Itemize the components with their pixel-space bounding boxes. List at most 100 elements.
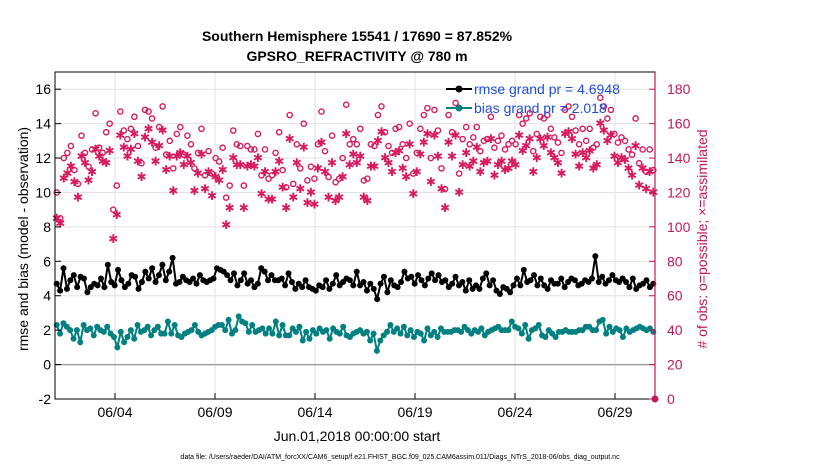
rmse-point [558, 275, 565, 282]
obs-possible-point [222, 194, 230, 201]
obs-possible-point [438, 165, 445, 172]
obs-possible-point [219, 144, 226, 152]
obs-possible-point [138, 159, 145, 167]
obs-possible-point [494, 137, 502, 145]
obs-possible-point [116, 108, 124, 115]
rmse-point [353, 268, 360, 275]
bias-point [131, 335, 138, 342]
obs-possible-point [388, 149, 396, 157]
obs-possible-point [512, 140, 519, 148]
y-left-tick-label: 4 [43, 288, 51, 304]
rmse-point [261, 268, 268, 275]
rmse-point [241, 270, 248, 277]
y-left-tick-label: 14 [35, 116, 51, 132]
rmse-point [496, 291, 503, 298]
bias-point [370, 330, 377, 337]
rmse-point [609, 272, 616, 279]
bias-point [134, 321, 141, 328]
obs-possible-point [194, 149, 202, 157]
bias-point [114, 344, 121, 351]
obs-possible-point [498, 132, 505, 139]
obs-possible-point [314, 140, 322, 148]
bias-point [100, 328, 107, 335]
rmse-point [517, 282, 524, 289]
y-right-tick-label: 20 [667, 357, 683, 373]
obs-possible-point [491, 144, 498, 152]
bias-point [394, 325, 401, 332]
obs-possible-point [113, 182, 121, 189]
rmse-point [571, 277, 578, 284]
obs-possible-point [176, 123, 184, 131]
obs-assimilated-point: ✱ [316, 136, 326, 150]
obs-assimilated-point: ✱ [161, 163, 171, 177]
y-left-tick-label: 12 [35, 150, 51, 166]
bias-point [387, 321, 394, 328]
rmse-point [115, 266, 122, 273]
obs-possible-point [604, 115, 611, 122]
obs-assimilated-point: ✱ [278, 180, 288, 194]
obs-assimilated-point: ✱ [91, 142, 101, 156]
bias-point [272, 318, 279, 325]
obs-assimilated-point: ✱ [186, 156, 196, 170]
obs-possible-point [339, 154, 346, 162]
obs-assimilated-point: ✱ [440, 201, 450, 215]
obs-assimilated-point: ✱ [376, 125, 386, 139]
obs-possible-point [381, 128, 389, 136]
bias-point [191, 321, 198, 328]
bias-point [225, 316, 232, 323]
y-axis-left-label: rmse and bias (model - observation) [15, 127, 31, 351]
bias-point [326, 335, 333, 342]
rmse-point [534, 282, 541, 289]
obs-possible-point [169, 165, 177, 172]
footnote: data file: /Users/raeder/DAI/ATM_forcXX/… [180, 454, 620, 461]
obs-possible-point [261, 146, 269, 153]
obs-possible-point [173, 130, 181, 138]
obs-assimilated-point: ✱ [415, 148, 425, 162]
rmse-point [254, 280, 261, 287]
obs-assimilated-point: ✱ [52, 211, 62, 225]
obs-assimilated-point: ✱ [334, 191, 344, 205]
obs-assimilated-point: ✱ [309, 198, 319, 212]
rmse-point [599, 273, 606, 280]
rmse-point [234, 282, 241, 289]
bias-point [373, 347, 380, 354]
obs-assimilated-point: ✱ [634, 179, 644, 193]
rmse-point [626, 284, 633, 291]
obs-assimilated-point: ✱ [80, 156, 90, 170]
obs-assimilated-point: ✱ [256, 187, 266, 201]
obs-possible-point [378, 103, 385, 110]
obs-possible-point [254, 130, 262, 138]
bias-point [478, 325, 485, 332]
bias-point [384, 328, 391, 335]
obs-possible-point [575, 140, 583, 148]
bias-point [599, 316, 606, 323]
obs-possible-point [480, 137, 488, 145]
obs-assimilated-point: ✱ [574, 160, 584, 174]
bias-point [552, 334, 559, 341]
obs-possible-point [127, 125, 135, 133]
obs-assimilated-point: ✱ [327, 156, 337, 170]
bias-point [593, 327, 600, 334]
rmse-point [237, 277, 244, 284]
bias-point [266, 325, 273, 332]
obs-possible-point [596, 94, 604, 102]
rmse-point [588, 275, 595, 282]
obs-assimilated-point: ✱ [528, 165, 538, 179]
y-left-tick-label: 16 [35, 81, 51, 97]
obs-assimilated-point: ✱ [429, 129, 439, 143]
obs-possible-point [187, 140, 195, 148]
obs-assimilated-point: ✱ [87, 165, 97, 179]
rmse-point [643, 277, 650, 284]
obs-possible-point [621, 137, 629, 145]
obs-possible-point [353, 140, 361, 148]
obs-possible-point [367, 140, 375, 148]
obs-assimilated-point: ✱ [373, 134, 383, 148]
obs-assimilated-point: ✱ [338, 170, 348, 184]
obs-assimilated-point: ✱ [408, 187, 418, 201]
rmse-point [166, 268, 173, 275]
rmse-point [326, 285, 333, 292]
bias-point [235, 313, 242, 320]
rmse-point [60, 265, 67, 272]
rmse-point [554, 280, 561, 287]
bias-point [299, 337, 306, 344]
